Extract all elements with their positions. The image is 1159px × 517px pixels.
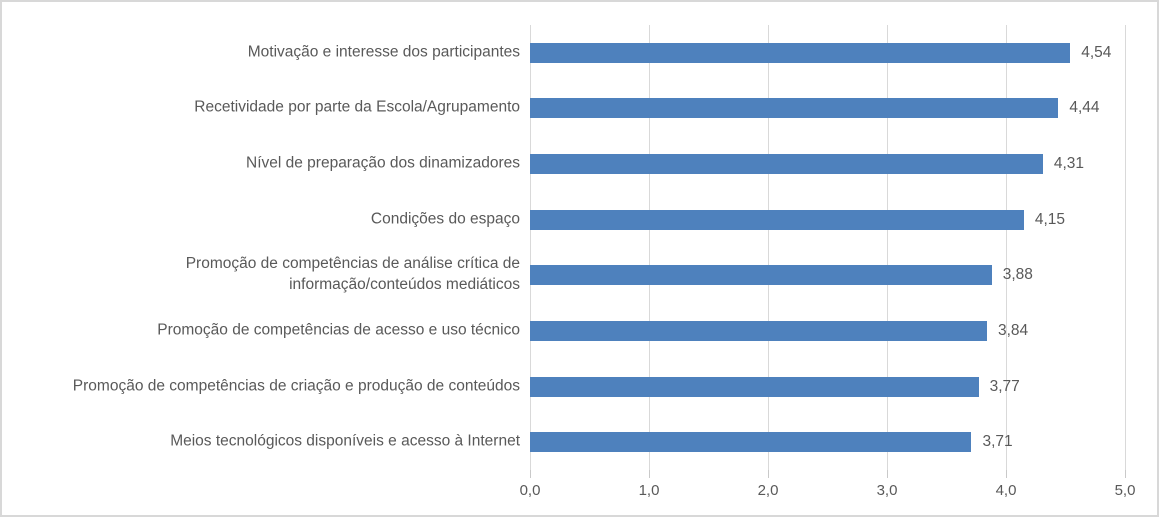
value-label: 3,88 <box>1002 266 1033 284</box>
value-label: 4,44 <box>1069 99 1100 117</box>
axis-tick-mark <box>1125 470 1126 478</box>
bar <box>530 98 1059 119</box>
gridline <box>1125 25 1126 470</box>
value-label: 3,71 <box>982 433 1013 451</box>
value-label: 3,77 <box>989 377 1020 395</box>
x-axis-tick-label: 3,0 <box>876 482 898 499</box>
category-label: Meios tecnológicos disponíveis e acesso … <box>170 432 520 450</box>
category-label: Recetividade por parte da Escola/Agrupam… <box>194 98 520 116</box>
gridline <box>768 25 769 470</box>
bar <box>530 154 1043 175</box>
axis-tick-mark <box>768 470 769 478</box>
category-label: Promoção de competências de acesso e uso… <box>157 321 520 339</box>
axis-tick-mark <box>1006 470 1007 478</box>
category-label: Nível de preparação dos dinamizadores <box>246 154 520 172</box>
gridline <box>530 25 531 470</box>
x-axis-tick-label: 2,0 <box>757 482 779 499</box>
bar <box>530 209 1024 230</box>
axis-tick-mark <box>530 470 531 478</box>
bar <box>530 320 987 341</box>
value-label: 4,15 <box>1034 210 1066 228</box>
value-label: 4,31 <box>1053 155 1085 173</box>
gridline <box>887 25 888 470</box>
value-label: 4,54 <box>1081 43 1112 61</box>
bar <box>530 432 972 453</box>
value-label: 3,84 <box>997 321 1029 339</box>
bar <box>530 376 979 397</box>
axis-tick-mark <box>887 470 888 478</box>
x-axis-tick-label: 1,0 <box>638 482 660 499</box>
x-axis-tick-label: 5,0 <box>1114 482 1136 499</box>
gridline <box>649 25 650 470</box>
bar <box>530 42 1071 63</box>
gridline <box>1006 25 1007 470</box>
category-label: Promoção de competências de análise crít… <box>185 255 520 294</box>
plot-area <box>530 25 1126 470</box>
bar <box>530 265 992 286</box>
category-label: Condições do espaço <box>370 210 520 228</box>
x-axis-tick-label: 0,0 <box>519 482 541 499</box>
category-label: Motivação e interesse dos participantes <box>247 43 520 61</box>
category-label: Promoção de competências de criação e pr… <box>72 377 520 395</box>
axis-tick-mark <box>649 470 650 478</box>
x-axis-tick-label: 4,0 <box>995 482 1017 499</box>
